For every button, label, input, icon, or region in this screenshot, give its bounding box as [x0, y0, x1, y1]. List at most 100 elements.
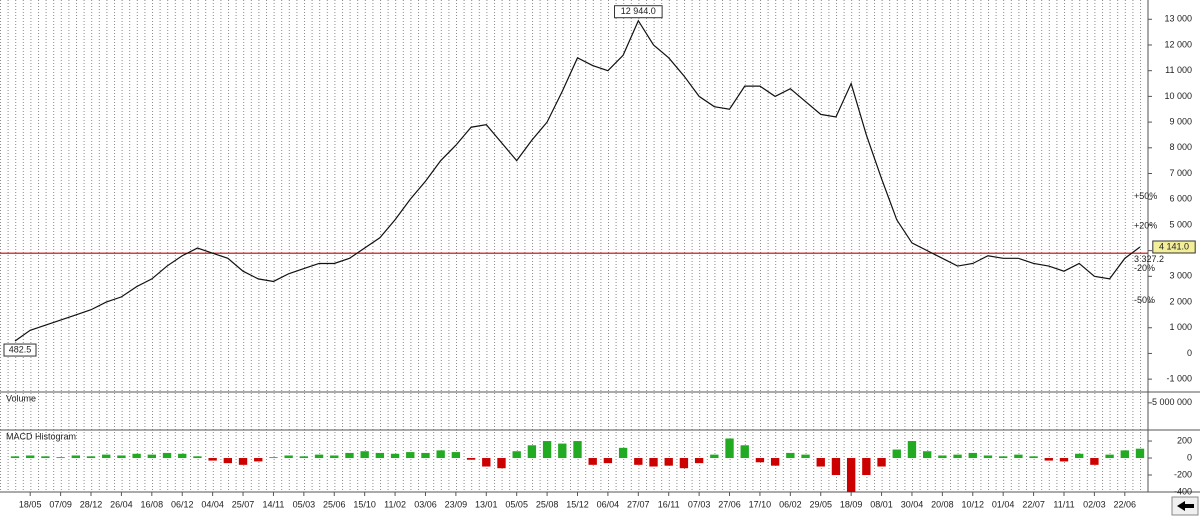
macd-bar — [178, 453, 187, 459]
macd-bar — [710, 454, 719, 459]
macd-bar — [983, 455, 993, 459]
macd-bar — [786, 452, 795, 459]
macd-bar — [1105, 454, 1114, 459]
macd-bar — [466, 458, 476, 460]
x-tick-label: 01/04 — [992, 499, 1015, 509]
x-tick-label: 25/06 — [323, 499, 346, 509]
x-tick-label: 02/03 — [1083, 499, 1106, 509]
macd-bar — [451, 452, 461, 459]
macd-bar — [360, 451, 369, 459]
background-grid — [0, 0, 1148, 492]
macd-bar — [603, 458, 613, 464]
x-tick-label: 15/10 — [353, 499, 376, 509]
price-marker-box — [3, 343, 37, 357]
x-tick-label: 07/09 — [49, 499, 72, 509]
macd-bar — [421, 452, 430, 459]
y-tick-label: 200 — [1177, 435, 1192, 445]
y-tick-label: 5 000 000 — [1152, 397, 1192, 407]
macd-bar — [755, 458, 765, 463]
level-annotation: +50% — [1134, 191, 1157, 201]
price-line — [14, 19, 1141, 342]
macd-bar — [345, 452, 354, 459]
macd-bar — [436, 450, 445, 459]
volume-title: Volume — [6, 393, 36, 403]
x-tick-label: 26/04 — [110, 499, 133, 509]
macd-bar — [862, 458, 871, 476]
macd-bar — [193, 456, 202, 459]
x-tick-label: 29/05 — [809, 499, 832, 509]
y-tick-label: 7 000 — [1169, 168, 1192, 178]
macd-bar — [664, 458, 673, 466]
x-tick-label: 20/08 — [931, 499, 954, 509]
x-tick-label: 08/01 — [870, 499, 893, 509]
macd-bar — [102, 454, 111, 459]
macd-bar — [147, 454, 157, 459]
macd-bar — [86, 456, 96, 459]
y-tick-label: 0 — [1187, 348, 1192, 358]
macd-bar — [1044, 458, 1053, 461]
macd-bar — [269, 457, 278, 459]
macd-bar — [1029, 456, 1038, 459]
macd-bar — [482, 458, 491, 467]
macd-bar — [71, 455, 80, 459]
macd-bar — [284, 455, 293, 459]
macd-bar — [725, 438, 734, 459]
x-tick-label: 18/05 — [19, 499, 42, 509]
x-tick-label: 06/04 — [597, 499, 620, 509]
macd-bar — [846, 458, 856, 492]
macd-bar — [1014, 454, 1023, 459]
y-tick-label: 12 000 — [1164, 39, 1192, 49]
y-tick-label: -200 — [1174, 469, 1192, 479]
price-marker-box — [1152, 240, 1196, 254]
macd-bar — [238, 458, 248, 465]
macd-bar — [588, 458, 597, 465]
x-tick-label: 28/12 — [80, 499, 103, 509]
x-tick-label: 23/09 — [445, 499, 468, 509]
level-annotation: -20% — [1134, 263, 1155, 273]
x-tick-label: 07/03 — [688, 499, 711, 509]
x-tick-label: 16/11 — [658, 499, 680, 509]
x-tick-label: 06/02 — [779, 499, 802, 509]
macd-bar — [877, 458, 886, 467]
x-tick-label: 13/01 — [475, 499, 498, 509]
y-tick-label: 10 000 — [1164, 91, 1192, 101]
x-tick-label: 16/08 — [141, 499, 164, 509]
y-tick-label: 6 000 — [1169, 194, 1192, 204]
level-annotation: -50% — [1134, 295, 1155, 305]
macd-bar — [375, 452, 385, 459]
macd-bar — [953, 454, 962, 459]
x-tick-label: 10/12 — [962, 499, 985, 509]
macd-bar — [527, 445, 537, 459]
price-marker-label: 12 944.0 — [621, 6, 656, 16]
macd-bar — [10, 456, 20, 459]
level-annotation: +20% — [1134, 221, 1157, 231]
y-tick-label: 5 000 — [1169, 219, 1192, 229]
macd-bar — [254, 458, 263, 462]
macd-bar — [1135, 448, 1145, 459]
macd-bar — [26, 455, 35, 459]
x-tick-label: 05/03 — [293, 499, 316, 509]
macd-bar — [497, 458, 506, 469]
macd-bar — [770, 458, 780, 466]
y-tick-label: 1 000 — [1169, 322, 1192, 332]
scroll-button[interactable] — [1171, 496, 1199, 516]
macd-bar — [1059, 458, 1069, 462]
macd-bar — [816, 458, 825, 467]
macd-bar — [998, 456, 1008, 459]
x-tick-label: 03/06 — [414, 499, 437, 509]
y-tick-label: 2 000 — [1169, 296, 1192, 306]
macd-bar — [922, 451, 932, 459]
x-tick-label: 05/05 — [505, 499, 528, 509]
macd-bar — [558, 443, 567, 459]
price-marker-label: 4 141.0 — [1159, 241, 1189, 251]
macd-bar — [1120, 450, 1129, 459]
macd-bar — [938, 455, 947, 459]
scroll-arrow[interactable] — [1177, 501, 1194, 511]
macd-bar — [634, 458, 643, 465]
level-annotation: 3 327.2 — [1134, 254, 1164, 264]
x-tick-label: 27/07 — [627, 499, 650, 509]
x-tick-label: 11/02 — [384, 499, 406, 509]
price-marker-label: 482.5 — [9, 344, 32, 354]
macd-bar — [649, 458, 658, 467]
